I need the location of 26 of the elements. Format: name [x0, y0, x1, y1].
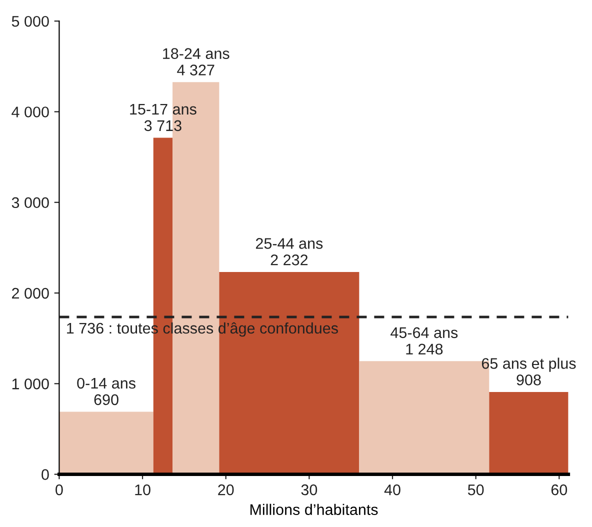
x-tick-label: 40: [384, 484, 400, 496]
category-label: 25-44 ans: [256, 238, 323, 249]
y-tick-label: 4 000: [12, 106, 49, 118]
data-label: 4 327: [177, 64, 214, 76]
x-tick-label: 30: [301, 484, 318, 496]
data-label: 908: [516, 374, 541, 386]
x-tick-label: 50: [468, 484, 484, 496]
x-tick-label: 20: [218, 484, 234, 496]
x-tick-label: 60: [551, 484, 568, 496]
y-tick-label: 2 000: [12, 288, 49, 299]
data-label: 2 232: [270, 254, 308, 266]
x-axis-title: Millions d’habitants: [250, 504, 378, 516]
y-tick-label: 0: [42, 469, 49, 480]
x-tick-label: 10: [135, 484, 150, 496]
data-label: 1 248: [406, 344, 443, 355]
data-label: 3 713: [144, 120, 182, 132]
y-tick-label: 3 000: [12, 197, 49, 208]
category-label: 45-64 ans: [390, 327, 458, 338]
category-label: 18-24 ans: [163, 48, 230, 59]
y-tick-label: 5 000: [12, 16, 49, 27]
y-tick-label: 1 000: [12, 378, 49, 390]
data-label: 690: [94, 394, 118, 406]
x-tick-label: 0: [56, 484, 63, 496]
category-label: 15-17 ans: [130, 104, 196, 115]
category-label: 65 ans et plus: [482, 358, 576, 372]
category-label: 0-14 ans: [77, 378, 136, 389]
